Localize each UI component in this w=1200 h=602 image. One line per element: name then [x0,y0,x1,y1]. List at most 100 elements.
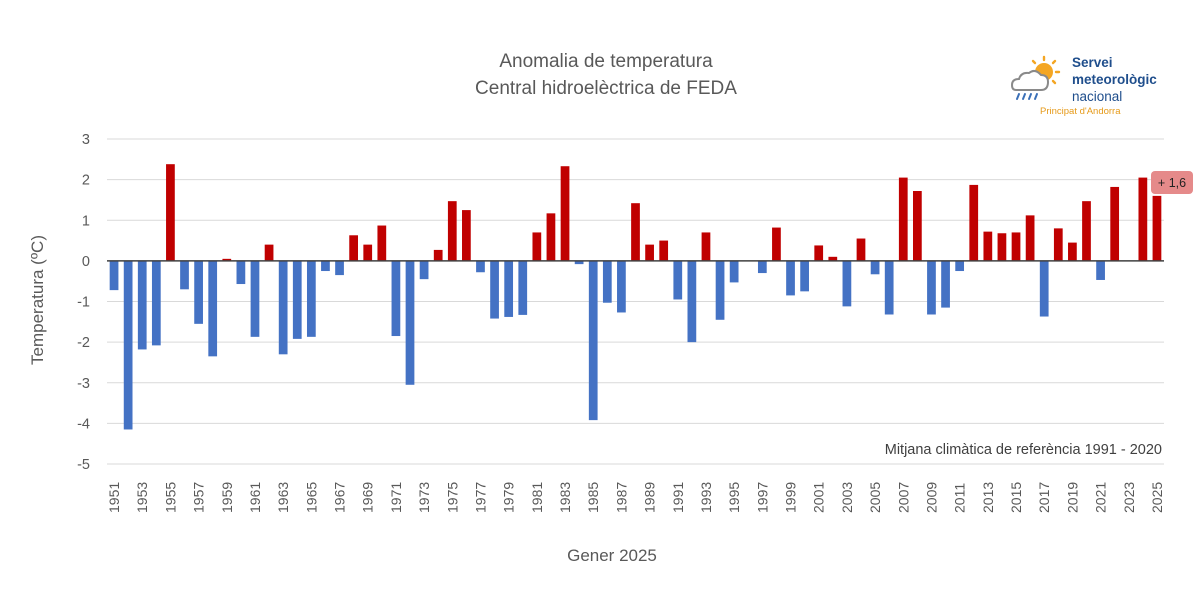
bar-1974 [433,249,443,261]
weather-logo-icon [1010,55,1061,100]
y-tick-label: 0 [82,254,90,270]
callout-text: + 1,6 [1158,176,1186,190]
y-tick-label: -3 [77,376,90,392]
bar-1964 [292,260,302,339]
bar-1976 [462,210,471,261]
bar-1963 [278,260,288,355]
x-tick-label: 1993 [698,482,714,513]
bar-1966 [321,260,330,272]
x-axis-label: Gener 2025 [567,546,657,565]
bar-1956 [180,260,189,290]
bar-1971 [391,260,401,337]
y-tick-label: 2 [82,173,90,189]
bar-2012 [969,184,979,261]
bar-1973 [419,260,429,280]
reference-period-annotation: Mitjana climàtica de referència 1991 - 2… [885,442,1162,458]
smn-logo: Servei meteorològic nacional Principat d… [1008,54,1188,124]
bar-1958 [208,260,218,357]
bar-1999 [786,260,795,296]
x-tick-label: 1977 [472,482,488,513]
x-tick-label: 2017 [1036,482,1052,513]
bar-2016 [1025,215,1035,261]
bar-1983 [560,166,570,261]
x-tick-label: 1999 [783,482,799,513]
bar-1967 [335,260,344,276]
bar-1989 [645,244,654,261]
bar-2019 [1068,242,1077,261]
bar-1955 [166,164,175,261]
bar-2009 [927,260,936,315]
bar-2000 [800,260,809,292]
bar-2001 [814,245,824,261]
bar-2017 [1039,260,1049,317]
y-tick-label: -5 [77,457,90,473]
x-tick-label: 1953 [134,482,150,513]
logo-line-3: nacional [1072,89,1123,104]
bar-1981 [532,232,542,261]
y-tick-label: 1 [82,213,90,229]
x-tick-label: 1991 [670,482,686,513]
last-value-callout: + 1,6 [1151,171,1193,194]
bar-1994 [715,260,725,320]
x-tick-label: 2003 [839,482,855,513]
x-tick-label: 1957 [191,482,207,513]
bar-2002 [828,256,838,261]
x-tick-label: 1983 [557,482,573,513]
bars [109,164,1162,430]
x-tick-label: 1965 [303,482,319,513]
bar-2020 [1082,201,1091,261]
x-tick-label: 2013 [980,482,996,513]
bar-1969 [363,244,373,261]
bar-2006 [884,260,894,315]
logo-subtitle: Principat d'Andorra [1040,106,1121,117]
bar-1991 [673,260,683,300]
bar-2011 [955,260,965,272]
bar-1972 [405,260,415,385]
x-tick-label: 1997 [754,482,770,513]
x-tick-label: 1971 [388,482,404,513]
bar-2022 [1110,186,1120,261]
bar-1951 [109,260,119,291]
x-tick-labels: 1951 1953 1955 1957 1959 1961 1963 1965 1967 1969… [106,482,1165,513]
bar-1987 [617,260,626,313]
bar-2021 [1096,260,1105,280]
x-tick-label: 1995 [726,482,742,513]
bar-1952 [123,260,133,430]
chart-subtitle: Central hidroelèctrica de FEDA [475,78,737,99]
x-tick-label: 2011 [952,483,968,513]
bar-2024 [1138,177,1148,261]
x-tick-label: 1981 [529,482,545,513]
bar-1961 [250,260,260,337]
bar-2003 [842,260,852,307]
logo-text: Servei meteorològic nacional [1072,54,1157,105]
bar-1970 [377,225,387,261]
bar-1995 [729,260,739,283]
x-tick-label: 1961 [247,482,263,513]
bar-2015 [1011,232,1021,261]
bar-1982 [546,213,556,261]
bar-1965 [306,260,316,337]
x-tick-label: 2001 [811,482,827,513]
x-tick-label: 1967 [332,482,348,513]
x-tick-label: 1989 [642,482,658,513]
x-tick-label: 1951 [106,482,122,513]
bar-2025 [1152,195,1162,261]
callout-box [1151,171,1193,194]
bar-1959 [222,258,232,261]
bar-1975 [447,201,457,261]
x-tick-label: 1975 [444,482,460,513]
bar-1992 [687,260,697,343]
bar-1980 [518,260,528,315]
bar-1997 [757,260,767,274]
bar-1990 [659,240,669,261]
bar-1977 [476,260,485,273]
bar-2005 [870,260,880,275]
bar-2010 [941,260,950,308]
bar-1954 [151,260,161,346]
bar-1998 [772,227,781,261]
x-tick-label: 1955 [162,482,178,513]
logo-line-2: meteorològic [1072,72,1157,87]
x-tick-label: 1985 [585,482,601,513]
bar-1984 [574,260,584,265]
bar-2008 [912,191,922,261]
